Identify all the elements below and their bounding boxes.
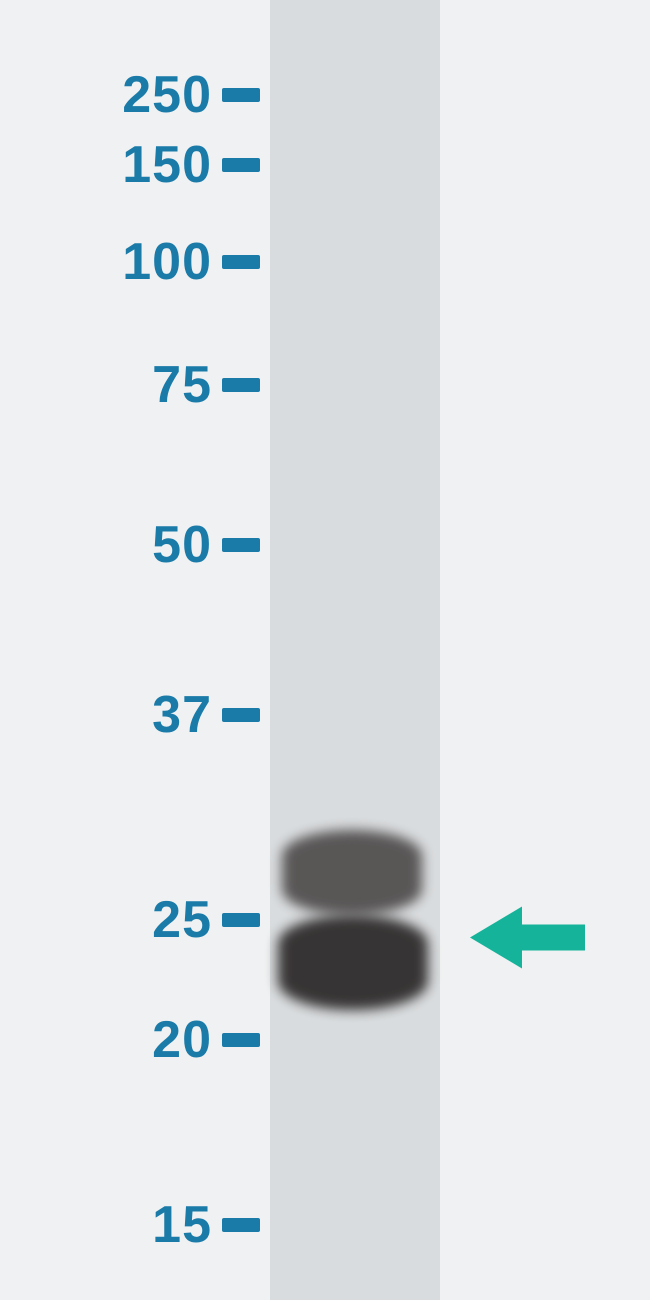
marker-row: 100 bbox=[0, 232, 260, 292]
marker-label: 250 bbox=[122, 65, 212, 125]
marker-label: 15 bbox=[152, 1195, 212, 1255]
marker-label: 20 bbox=[152, 1010, 212, 1070]
marker-row: 250 bbox=[0, 65, 260, 125]
marker-tick bbox=[222, 538, 260, 552]
marker-row: 37 bbox=[0, 685, 260, 745]
marker-tick bbox=[222, 1033, 260, 1047]
marker-tick bbox=[222, 158, 260, 172]
marker-row: 20 bbox=[0, 1010, 260, 1070]
protein-band bbox=[278, 915, 428, 1010]
marker-row: 75 bbox=[0, 355, 260, 415]
marker-label: 25 bbox=[152, 890, 212, 950]
marker-tick bbox=[222, 378, 260, 392]
marker-label: 50 bbox=[152, 515, 212, 575]
marker-label: 37 bbox=[152, 685, 212, 745]
marker-row: 25 bbox=[0, 890, 260, 950]
marker-row: 150 bbox=[0, 135, 260, 195]
marker-tick bbox=[222, 1218, 260, 1232]
gel-lane bbox=[270, 0, 440, 1300]
indicator-arrow bbox=[470, 907, 585, 974]
marker-row: 50 bbox=[0, 515, 260, 575]
marker-label: 100 bbox=[122, 232, 212, 292]
marker-label: 75 bbox=[152, 355, 212, 415]
marker-tick bbox=[222, 255, 260, 269]
marker-label: 150 bbox=[122, 135, 212, 195]
marker-tick bbox=[222, 88, 260, 102]
marker-tick bbox=[222, 708, 260, 722]
marker-tick bbox=[222, 913, 260, 927]
protein-band bbox=[282, 830, 422, 915]
marker-row: 15 bbox=[0, 1195, 260, 1255]
arrow-left-icon bbox=[470, 907, 585, 969]
